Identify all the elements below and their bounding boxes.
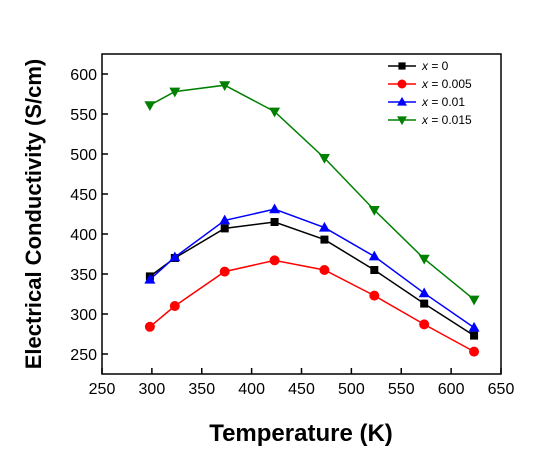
x-tick-label: 400 — [238, 381, 265, 398]
data-point — [144, 101, 156, 111]
x-tick-label: 600 — [438, 381, 465, 398]
data-point — [169, 301, 180, 311]
legend-marker — [397, 116, 407, 126]
data-point — [369, 290, 380, 301]
y-tick-label: 300 — [70, 307, 97, 324]
data-point — [468, 295, 480, 306]
series — [144, 81, 480, 306]
data-point — [219, 214, 231, 225]
data-point — [368, 206, 380, 216]
data-point — [368, 250, 380, 261]
series-line — [149, 208, 475, 329]
legend-marker — [397, 79, 407, 89]
series — [144, 203, 480, 332]
y-tick-label: 400 — [70, 227, 97, 244]
data-point — [318, 221, 330, 232]
x-tick-label: 550 — [388, 381, 415, 398]
data-point — [468, 321, 480, 332]
data-point — [469, 346, 480, 357]
legend-label: x = 0.015 — [421, 113, 472, 127]
x-axis-title: Temperature (K) — [209, 420, 393, 447]
y-tick-label: 500 — [70, 147, 97, 164]
series-line — [149, 84, 475, 301]
y-tick-label: 250 — [70, 347, 97, 364]
data-point — [220, 224, 229, 233]
legend-item: x = 0.005 — [388, 77, 472, 91]
legend: x = 0 x = 0.005 x = 0.01 x = 0.015 — [388, 59, 472, 127]
data-point — [420, 299, 429, 308]
legend-label: x = 0.005 — [421, 77, 472, 91]
legend-item: x = 0 — [388, 59, 449, 73]
legend-label: x = 0 — [421, 59, 449, 73]
x-tick-label: 350 — [188, 381, 215, 398]
y-axis-title: Electrical Conductivity (S/cm) — [21, 59, 46, 370]
data-point — [169, 251, 181, 262]
series-line — [149, 259, 475, 353]
series — [144, 255, 480, 357]
data-point — [470, 331, 479, 340]
data-point — [219, 266, 230, 277]
data-point — [269, 255, 280, 266]
legend-item: x = 0.01 — [388, 95, 465, 109]
data-point — [270, 218, 279, 226]
y-tick-label: 450 — [70, 187, 97, 204]
data-point — [319, 265, 330, 275]
data-point — [370, 266, 379, 274]
data-point — [318, 154, 330, 164]
data-point — [269, 107, 281, 118]
y-axis-ticks: 250 300 350 400 450 500 550 600 — [70, 67, 108, 364]
data-point — [418, 254, 430, 265]
y-tick-label: 550 — [70, 107, 97, 124]
x-tick-label: 250 — [89, 381, 116, 398]
legend-item: x = 0.015 — [388, 113, 472, 127]
data-point — [169, 87, 181, 98]
data-point — [144, 273, 156, 284]
x-tick-label: 450 — [288, 381, 315, 398]
legend-marker — [398, 62, 406, 70]
data-point — [320, 235, 329, 244]
data-point — [269, 203, 281, 214]
series-line — [149, 221, 475, 337]
legend-marker — [397, 96, 407, 106]
series-layer — [144, 81, 480, 357]
legend-label: x = 0.01 — [421, 95, 465, 109]
x-axis-ticks: 250 300 350 400 450 500 550 600 650 — [89, 368, 515, 398]
x-tick-label: 650 — [488, 381, 515, 398]
series — [145, 218, 479, 340]
x-tick-label: 500 — [338, 381, 365, 398]
data-point — [144, 321, 155, 332]
y-tick-label: 350 — [70, 267, 97, 284]
data-point — [419, 319, 430, 330]
data-point — [219, 81, 231, 91]
data-point — [418, 287, 430, 298]
x-tick-label: 300 — [139, 381, 166, 398]
y-tick-label: 600 — [70, 67, 97, 84]
